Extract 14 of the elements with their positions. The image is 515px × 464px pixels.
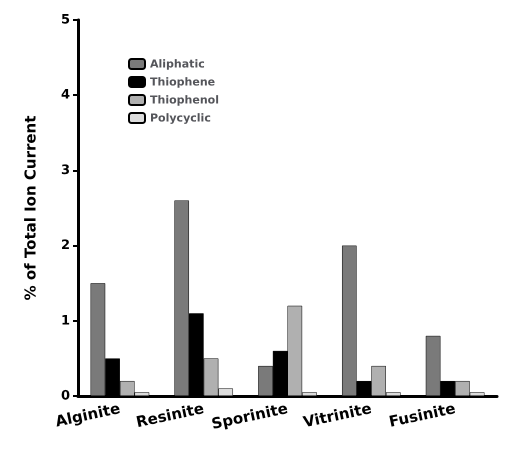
y-tick-label: 2 [60,238,70,254]
legend-label: Thiophenol [150,94,219,106]
x-tick-label: Resinite [134,399,206,432]
y-tick-label: 5 [60,12,70,28]
x-tick-label: Sporinite [210,399,290,433]
y-tick-label: 4 [60,88,70,103]
legend-label: Thiophene [150,76,216,88]
y-tick-label: 3 [60,162,70,178]
x-tick-label: Vitrinite [302,399,374,432]
legend-label: Aliphatic [150,58,205,70]
y-tick-label: 1 [60,313,70,328]
legend-label: Polycyclic [150,112,211,124]
y-axis-title: % of Total Ion Current [22,116,40,300]
x-tick-label: Fusinite [387,399,457,431]
